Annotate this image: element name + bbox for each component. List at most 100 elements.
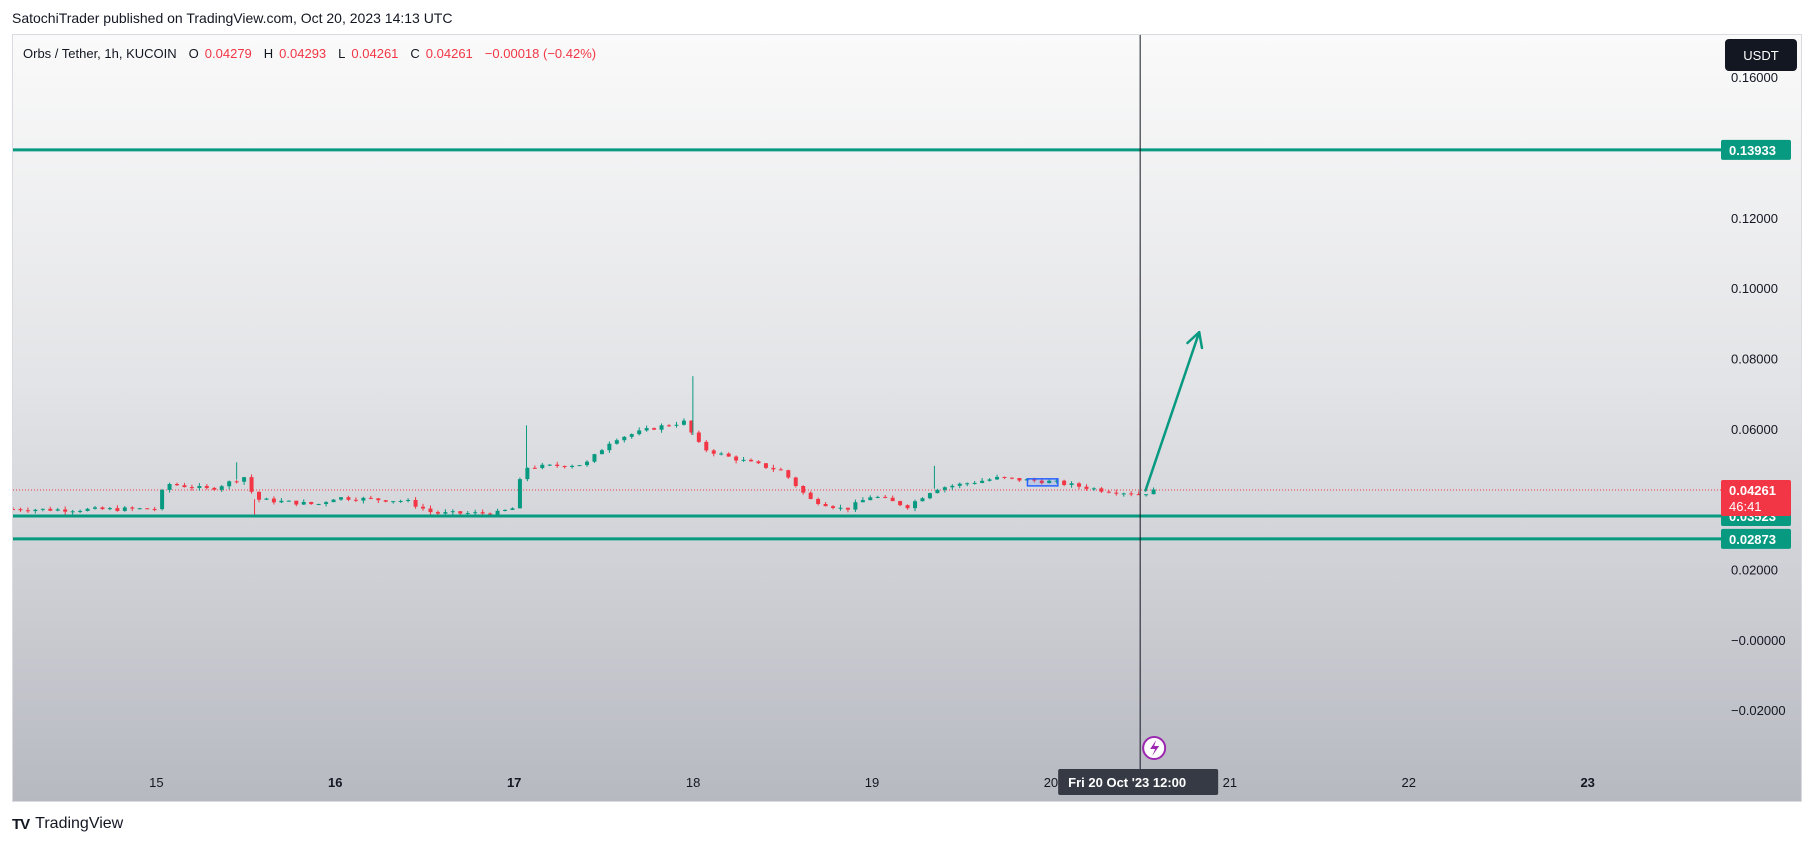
candle-body (40, 508, 45, 510)
projection-arrow[interactable] (1144, 330, 1201, 492)
candle-body (197, 486, 202, 488)
candle-body (972, 482, 977, 484)
tradingview-logo-icon: TV (12, 815, 30, 833)
candle-body (1114, 492, 1119, 494)
x-tick-label: 20 (1044, 775, 1058, 790)
y-tick-label: 0.16000 (1731, 70, 1778, 85)
candle-body (562, 466, 567, 468)
candle-body (987, 479, 992, 481)
tradingview-brand: TradingView (35, 815, 124, 832)
candle-body (421, 506, 426, 509)
candle-body (652, 428, 657, 430)
candle-body (480, 512, 485, 514)
lightning-bolt-icon (1150, 740, 1160, 756)
x-tick-label: 15 (149, 775, 163, 790)
candle-body (801, 485, 806, 493)
candle-body (13, 509, 15, 511)
candle-body (48, 508, 53, 511)
price-chart[interactable]: 0.16000 0.12000 0.10000 0.08000 0.06000 0.020… (13, 35, 1801, 801)
candle-body (175, 484, 180, 486)
candle-body (167, 484, 172, 490)
candle-body (257, 491, 262, 500)
y-tick-label: 0.02000 (1731, 563, 1778, 578)
candle-body (204, 486, 209, 488)
candle-body (182, 485, 187, 488)
candle-body (160, 489, 165, 510)
candle-body (294, 500, 299, 505)
candle-body (1091, 488, 1096, 490)
candle-body (875, 496, 880, 498)
candle-body (383, 500, 388, 502)
candle-body (555, 464, 560, 467)
candle-body (1017, 478, 1022, 481)
y-tick-label: 0.08000 (1731, 352, 1778, 367)
candle-body (324, 502, 329, 504)
candle-body (309, 501, 314, 505)
candle-body (995, 476, 1000, 480)
y-tick-label: 0.10000 (1731, 281, 1778, 296)
candle-body (63, 509, 68, 512)
candle-body (950, 485, 955, 488)
candle-body (1121, 493, 1126, 495)
candle-body (503, 509, 508, 511)
candle-body (152, 509, 157, 511)
candle-body (1129, 493, 1134, 495)
candle-body (905, 505, 910, 509)
y-tick-label: 0.12000 (1731, 211, 1778, 226)
candle-body (428, 508, 433, 513)
x-tick-label: 16 (328, 775, 342, 790)
close-value: 0.04261 (425, 46, 473, 61)
candle-body (890, 497, 895, 502)
candle-body (547, 464, 552, 466)
candle-body (130, 507, 135, 509)
candle-body (450, 511, 455, 513)
candle-body (242, 477, 247, 482)
highlight-box[interactable] (1026, 478, 1059, 487)
x-tick-label: 22 (1402, 775, 1416, 790)
candle-body (279, 500, 284, 503)
candle-body (674, 424, 679, 426)
x-tick-label: 17 (507, 775, 521, 790)
currency-button[interactable]: USDT (1725, 39, 1797, 71)
symbol-label[interactable]: Orbs / Tether, 1h, KUCOIN (23, 46, 177, 61)
candle-body (368, 497, 373, 499)
candle-body (1054, 480, 1059, 482)
candle-body (353, 499, 358, 501)
candle-body (1151, 489, 1156, 495)
candle-body (1062, 480, 1067, 485)
candle-body (883, 496, 888, 498)
open-value: 0.04279 (204, 46, 252, 61)
y-tick-label: −0.02000 (1731, 703, 1786, 718)
chart-panel[interactable]: 0.16000 0.12000 0.10000 0.08000 0.06000 0.020… (12, 34, 1802, 802)
tradingview-logo[interactable]: TV TradingView (12, 815, 123, 833)
candle-body (599, 450, 604, 455)
arrow-head-icon (1186, 330, 1204, 350)
candle-body (622, 436, 627, 441)
candle-body (122, 507, 127, 511)
candle-body (219, 486, 224, 490)
candle-body (473, 512, 478, 514)
candle-body (793, 477, 798, 486)
open-label: O (188, 46, 199, 61)
candle-body (398, 500, 403, 502)
candle-body (831, 506, 836, 509)
candle-body (659, 425, 664, 430)
candle-body (227, 481, 232, 487)
candle-body (749, 459, 754, 462)
candle-body (264, 498, 269, 500)
close-label: C (410, 46, 420, 61)
high-label: H (263, 46, 274, 61)
candle-body (510, 508, 515, 510)
candle-body (488, 513, 493, 516)
candle-body (1069, 483, 1074, 485)
change-value: −0.00018 (−0.42%) (484, 46, 597, 61)
candle-body (346, 497, 351, 500)
candle-body (1047, 480, 1052, 484)
candle-body (711, 450, 716, 454)
candle-body (957, 483, 962, 486)
candle-body (465, 513, 470, 515)
candle-body (78, 510, 83, 512)
candle-body (517, 479, 522, 509)
candle-body (85, 508, 90, 511)
candle-body (137, 508, 142, 510)
